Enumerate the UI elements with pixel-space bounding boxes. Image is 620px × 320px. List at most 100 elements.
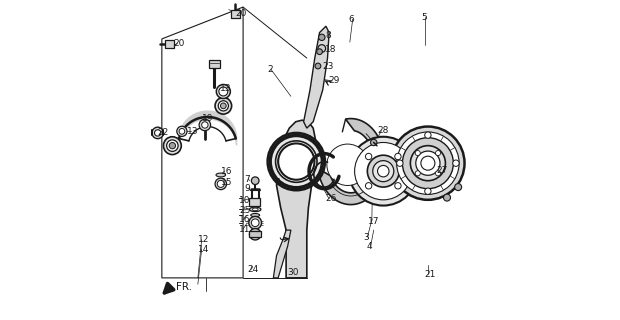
Circle shape: [215, 178, 226, 190]
Ellipse shape: [252, 208, 258, 211]
Text: 17: 17: [368, 217, 379, 226]
Circle shape: [365, 183, 372, 189]
Circle shape: [318, 45, 326, 52]
Circle shape: [373, 161, 394, 182]
Ellipse shape: [249, 207, 261, 212]
FancyBboxPatch shape: [165, 40, 174, 48]
Circle shape: [179, 128, 185, 134]
Polygon shape: [277, 120, 316, 278]
Polygon shape: [162, 7, 243, 278]
Text: 16: 16: [221, 167, 232, 176]
Circle shape: [317, 49, 322, 54]
Circle shape: [215, 98, 232, 114]
Circle shape: [415, 171, 420, 176]
Circle shape: [435, 150, 441, 156]
Circle shape: [327, 144, 368, 186]
Polygon shape: [304, 26, 329, 128]
Circle shape: [395, 183, 401, 189]
Circle shape: [216, 84, 231, 99]
Circle shape: [217, 180, 224, 188]
Circle shape: [425, 132, 431, 138]
Text: 15: 15: [221, 178, 232, 187]
Ellipse shape: [250, 213, 260, 217]
Circle shape: [397, 132, 459, 195]
Circle shape: [415, 150, 420, 156]
Text: 3: 3: [363, 233, 370, 242]
Text: 10: 10: [239, 196, 250, 205]
Circle shape: [218, 101, 228, 111]
Ellipse shape: [216, 173, 226, 177]
Text: 8: 8: [326, 31, 331, 40]
Circle shape: [169, 142, 175, 149]
Text: 21: 21: [424, 269, 435, 279]
Circle shape: [365, 153, 372, 160]
Circle shape: [349, 137, 418, 205]
Circle shape: [275, 141, 317, 182]
Text: 16: 16: [239, 215, 250, 224]
Circle shape: [268, 133, 325, 190]
FancyBboxPatch shape: [210, 60, 219, 68]
Circle shape: [391, 126, 464, 200]
Circle shape: [421, 156, 435, 170]
Polygon shape: [317, 119, 384, 204]
Circle shape: [249, 228, 261, 240]
Circle shape: [221, 103, 226, 109]
Text: 20: 20: [174, 39, 185, 48]
Circle shape: [416, 151, 440, 175]
Text: 1: 1: [275, 179, 281, 188]
Text: 26: 26: [326, 194, 337, 204]
Circle shape: [378, 165, 389, 177]
Text: 22: 22: [157, 128, 169, 137]
Text: 5: 5: [421, 13, 427, 22]
Circle shape: [154, 130, 161, 136]
FancyBboxPatch shape: [231, 10, 240, 18]
Text: 20: 20: [236, 9, 247, 18]
Text: 12: 12: [198, 235, 209, 244]
Polygon shape: [273, 230, 291, 278]
Text: 30: 30: [287, 268, 299, 277]
Text: 13: 13: [220, 84, 232, 93]
Text: 11: 11: [239, 225, 250, 234]
Circle shape: [397, 160, 403, 166]
Circle shape: [199, 119, 211, 131]
Circle shape: [454, 184, 462, 191]
Circle shape: [402, 138, 453, 189]
Text: 29: 29: [329, 76, 340, 85]
Circle shape: [443, 194, 451, 201]
Circle shape: [435, 171, 441, 176]
Circle shape: [319, 34, 325, 41]
Text: 24: 24: [247, 265, 258, 274]
Text: 9: 9: [245, 184, 250, 193]
Text: 28: 28: [378, 126, 389, 135]
Text: 7: 7: [245, 175, 250, 184]
Text: 18: 18: [326, 44, 337, 54]
Text: 25: 25: [239, 205, 250, 214]
Circle shape: [315, 63, 321, 69]
Text: 6: 6: [349, 15, 355, 24]
Circle shape: [249, 216, 262, 229]
Circle shape: [219, 87, 228, 96]
FancyBboxPatch shape: [249, 231, 261, 237]
Circle shape: [395, 153, 401, 160]
Circle shape: [177, 126, 187, 136]
Text: 2: 2: [267, 65, 273, 74]
Circle shape: [152, 127, 164, 139]
Circle shape: [367, 155, 399, 187]
Circle shape: [167, 140, 178, 151]
FancyBboxPatch shape: [249, 198, 260, 205]
Text: 14: 14: [198, 245, 209, 254]
Circle shape: [425, 188, 431, 195]
Text: FR.: FR.: [176, 283, 192, 292]
Text: 23: 23: [322, 62, 334, 71]
Circle shape: [453, 160, 459, 166]
Circle shape: [164, 137, 181, 155]
Circle shape: [371, 139, 377, 146]
Text: 19: 19: [202, 114, 214, 123]
Text: 13: 13: [187, 127, 199, 136]
Circle shape: [202, 122, 208, 128]
Text: 27: 27: [437, 166, 448, 175]
Circle shape: [355, 142, 412, 200]
Circle shape: [251, 219, 259, 227]
Circle shape: [251, 177, 259, 185]
Circle shape: [410, 146, 445, 181]
